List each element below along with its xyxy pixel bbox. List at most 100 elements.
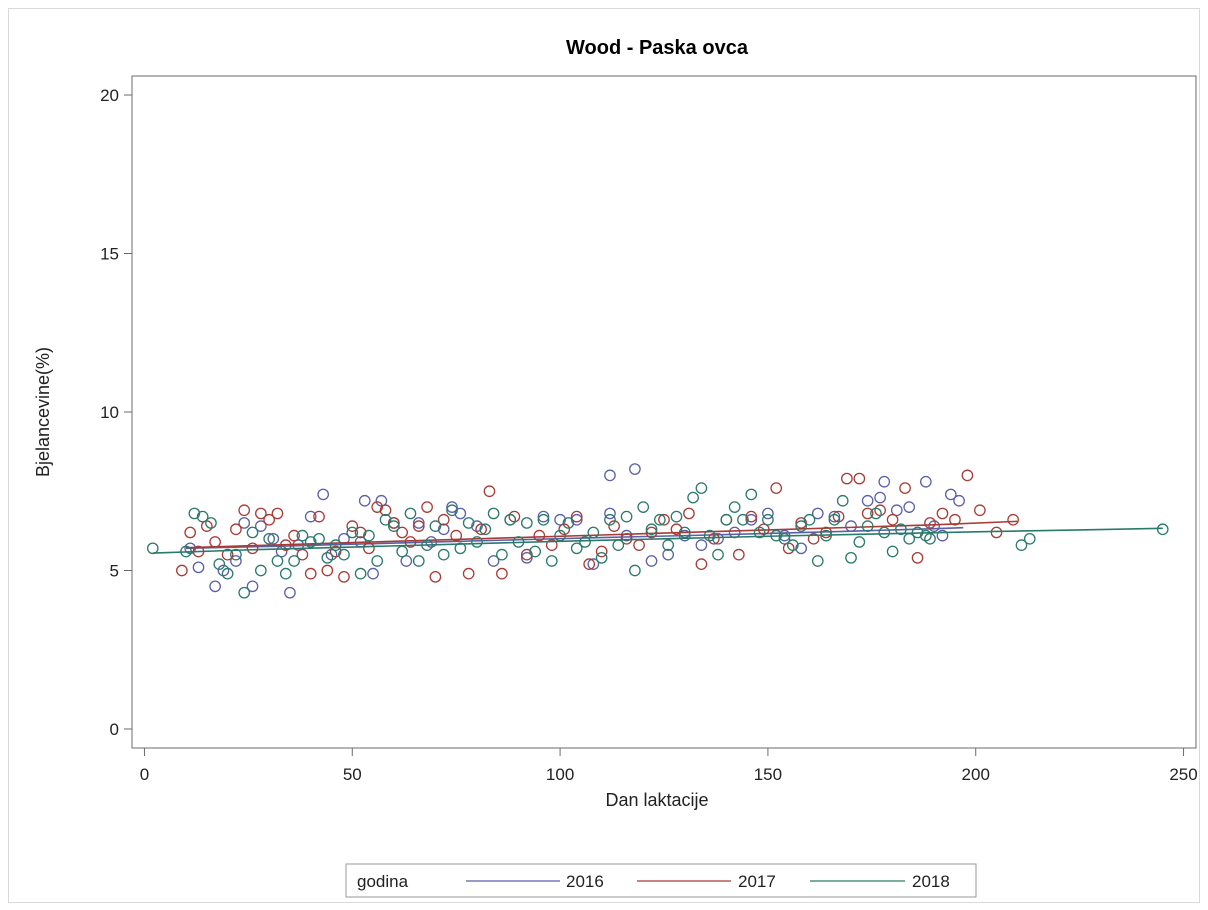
data-point: [346, 526, 359, 539]
data-point: [895, 523, 907, 536]
data-point: [762, 507, 774, 520]
data-point: [421, 501, 433, 513]
data-point: [728, 501, 741, 513]
data-point: [437, 523, 450, 536]
data-point: [537, 513, 550, 526]
data-point: [778, 532, 791, 545]
data-point: [712, 548, 724, 561]
data-point: [703, 529, 716, 542]
data-point: [354, 567, 367, 580]
legend-title: godina: [357, 872, 409, 891]
data-point: [196, 510, 209, 523]
data-point: [429, 570, 442, 583]
data-point: [437, 513, 450, 526]
y-tick-label: 20: [100, 86, 119, 105]
data-point: [462, 517, 475, 529]
data-point: [475, 523, 487, 536]
data-point: [533, 529, 546, 542]
data-point: [658, 513, 670, 526]
data-point: [936, 529, 949, 542]
data-point: [645, 555, 658, 567]
data-point: [379, 513, 392, 526]
data-point: [238, 504, 251, 517]
x-tick-label: 250: [1169, 765, 1197, 784]
x-axis: 0 50 100 150 200 250: [140, 748, 1198, 784]
data-point: [828, 510, 841, 523]
data-point: [853, 536, 866, 548]
data-point: [450, 529, 463, 542]
data-point: [579, 536, 591, 548]
data-point: [254, 520, 267, 532]
data-point: [745, 488, 758, 501]
data-point: [662, 548, 675, 561]
data-point: [570, 513, 583, 526]
data-point: [520, 517, 533, 529]
data-point: [238, 586, 251, 599]
y-tick-label: 5: [110, 561, 119, 580]
data-point: [396, 526, 409, 539]
data-point: [608, 520, 620, 532]
data-point: [267, 532, 280, 545]
legend-label-2016: 2016: [566, 872, 604, 891]
y-axis: 0 5 10 15 20: [100, 86, 132, 739]
series-layer: [146, 463, 1169, 599]
data-point: [670, 523, 683, 536]
data-point: [454, 542, 467, 555]
legend-label-2017: 2017: [738, 872, 776, 891]
data-point: [919, 475, 932, 488]
data-point: [583, 558, 596, 571]
data-point: [570, 542, 583, 555]
data-point: [396, 545, 409, 558]
data-point: [861, 507, 874, 520]
data-point: [254, 564, 267, 577]
data-point: [620, 529, 633, 542]
data-point: [304, 536, 317, 548]
data-point: [545, 555, 558, 567]
data-point: [878, 526, 891, 539]
data-point: [670, 510, 683, 523]
data-point: [192, 561, 205, 574]
data-point: [496, 567, 508, 580]
data-point: [562, 517, 575, 529]
data-point: [412, 520, 425, 532]
data-point: [878, 475, 891, 488]
data-point: [371, 555, 384, 567]
x-tick-label: 150: [754, 765, 782, 784]
data-point: [230, 548, 242, 561]
data-point: [496, 548, 508, 561]
data-point: [487, 555, 500, 567]
data-point: [595, 545, 608, 558]
x-tick-label: 50: [343, 765, 362, 784]
data-point: [358, 494, 371, 507]
data-point: [990, 526, 1003, 539]
x-tick-label: 100: [546, 765, 574, 784]
data-point: [803, 513, 816, 526]
data-point: [479, 523, 492, 536]
data-point: [645, 526, 658, 539]
data-point: [861, 520, 874, 532]
data-point: [786, 539, 799, 551]
data-point: [595, 551, 608, 564]
data-point: [387, 517, 400, 529]
data-point: [712, 532, 724, 545]
plot-area-border: [131, 75, 1197, 749]
data-point: [695, 539, 708, 551]
data-point: [949, 513, 961, 526]
data-point: [354, 526, 367, 539]
data-point: [321, 551, 334, 564]
data-point: [230, 555, 242, 567]
data-point: [263, 532, 276, 545]
y-tick-label: 0: [110, 720, 119, 739]
data-point: [811, 507, 824, 520]
y-tick-label: 15: [100, 245, 119, 264]
data-point: [504, 513, 517, 526]
data-point: [911, 551, 924, 564]
data-point: [404, 536, 417, 548]
data-point: [853, 472, 866, 485]
data-point: [371, 501, 384, 513]
data-point: [753, 526, 766, 539]
data-point: [587, 526, 600, 539]
data-point: [558, 523, 571, 536]
data-point: [412, 517, 425, 529]
data-point: [820, 526, 832, 539]
